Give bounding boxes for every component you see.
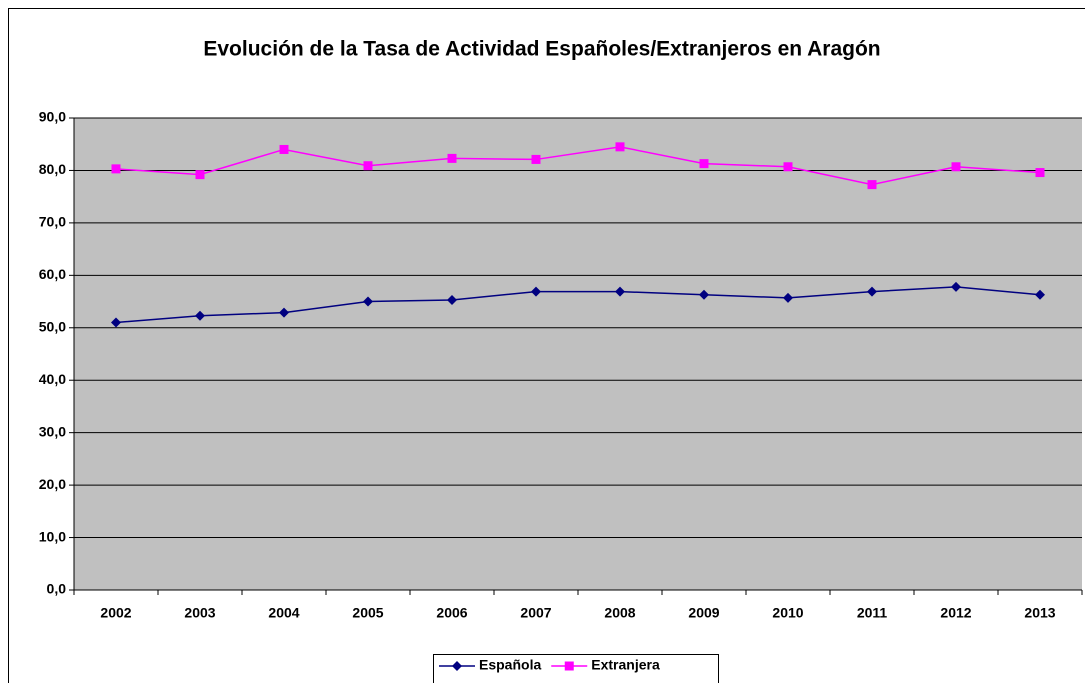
marker — [111, 164, 121, 174]
marker — [783, 292, 793, 303]
marker — [951, 281, 961, 292]
x-tick-label: 2007 — [520, 605, 551, 621]
marker — [615, 142, 625, 152]
y-tick-label: 90,0 — [39, 109, 66, 125]
plot-area — [74, 118, 1082, 590]
marker — [363, 296, 373, 307]
x-tick-label: 2010 — [772, 605, 803, 621]
marker — [447, 153, 457, 163]
marker — [1035, 289, 1045, 300]
marker — [195, 310, 205, 321]
x-tick-label: 2006 — [436, 605, 467, 621]
marker — [1035, 168, 1045, 178]
marker — [195, 170, 205, 180]
x-tick-label: 2004 — [268, 605, 299, 621]
marker — [867, 286, 877, 297]
marker — [279, 144, 289, 154]
x-tick-label: 2009 — [688, 605, 719, 621]
marker — [531, 154, 541, 164]
series-line — [115, 146, 1041, 186]
x-tick-label: 2005 — [352, 605, 383, 621]
x-tick-label: 2012 — [940, 605, 971, 621]
y-tick-label: 20,0 — [39, 476, 66, 492]
marker — [615, 286, 625, 297]
y-tick-label: 70,0 — [39, 214, 66, 230]
marker — [867, 180, 877, 190]
legend-label: Española — [479, 657, 541, 673]
marker — [279, 307, 289, 318]
series-line — [115, 286, 1041, 324]
x-tick-label: 2003 — [184, 605, 215, 621]
x-tick-label: 2008 — [604, 605, 635, 621]
marker — [699, 289, 709, 300]
marker — [951, 162, 961, 172]
legend-label: Extranjera — [591, 657, 660, 673]
x-tick-label: 2013 — [1024, 605, 1055, 621]
y-tick-label: 50,0 — [39, 318, 66, 334]
y-tick-label: 0,0 — [47, 581, 67, 597]
marker — [363, 161, 373, 171]
x-tick-label: 2002 — [100, 605, 131, 621]
y-tick-label: 80,0 — [39, 161, 66, 177]
chart-title: Evolución de la Tasa de Actividad Españo… — [203, 38, 880, 61]
marker — [699, 159, 709, 169]
marker — [452, 661, 462, 671]
y-tick-label: 10,0 — [39, 528, 66, 544]
marker — [531, 286, 541, 297]
x-tick-label: 2011 — [857, 605, 888, 621]
y-tick-label: 40,0 — [39, 371, 66, 387]
marker — [783, 162, 793, 172]
marker — [564, 661, 574, 671]
y-tick-label: 60,0 — [39, 266, 66, 282]
y-tick-label: 30,0 — [39, 423, 66, 439]
marker — [111, 317, 121, 328]
marker — [447, 294, 457, 305]
legend-box — [433, 654, 719, 683]
